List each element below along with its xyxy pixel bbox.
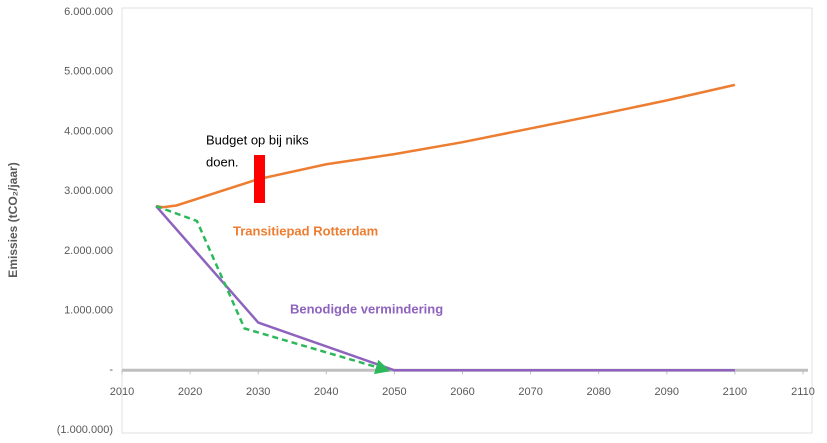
annotation: Benodigde vermindering	[290, 301, 443, 316]
x-tick-label: 2090	[655, 386, 679, 398]
x-tick-label: 2010	[110, 386, 134, 398]
annotation: Transitiepad Rotterdam	[233, 223, 378, 238]
label-box	[222, 218, 444, 246]
x-tick-label: 2100	[723, 386, 747, 398]
y-tick-label: 4.000.000	[64, 125, 113, 137]
x-tick-label: 2060	[450, 386, 474, 398]
x-tick-label: 2110	[791, 386, 815, 398]
series-line	[155, 83, 736, 209]
highlight	[254, 155, 265, 203]
y-tick-label: 5.000.000	[64, 66, 113, 78]
label-box	[278, 296, 500, 324]
x-tick-label: 2040	[314, 386, 338, 398]
x-tick-label: 2080	[586, 386, 610, 398]
y-tick-label: (1.000.000)	[57, 424, 113, 436]
series-line	[155, 205, 735, 372]
budget-cover	[205, 150, 325, 156]
x-tick-label: 2050	[382, 386, 406, 398]
x-tick-label: 2020	[178, 386, 202, 398]
x-tick-label: 2030	[246, 386, 270, 398]
y-tick-label: 2.000.000	[64, 245, 113, 257]
y-tick-label: 1.000.000	[64, 304, 113, 316]
y-tick-label: 3.000.000	[64, 185, 113, 197]
y-tick-label: -	[109, 364, 113, 376]
series-line	[155, 204, 391, 375]
y-axis-label: Emissies (tCO₂/jaar)	[6, 162, 20, 277]
plot-frame	[121, 7, 813, 434]
annotation: doen.	[206, 154, 239, 169]
x-tick-label: 2070	[518, 386, 542, 398]
annotation: Budget op bij niks	[206, 132, 309, 147]
y-tick-label: 6.000.000	[64, 6, 113, 18]
